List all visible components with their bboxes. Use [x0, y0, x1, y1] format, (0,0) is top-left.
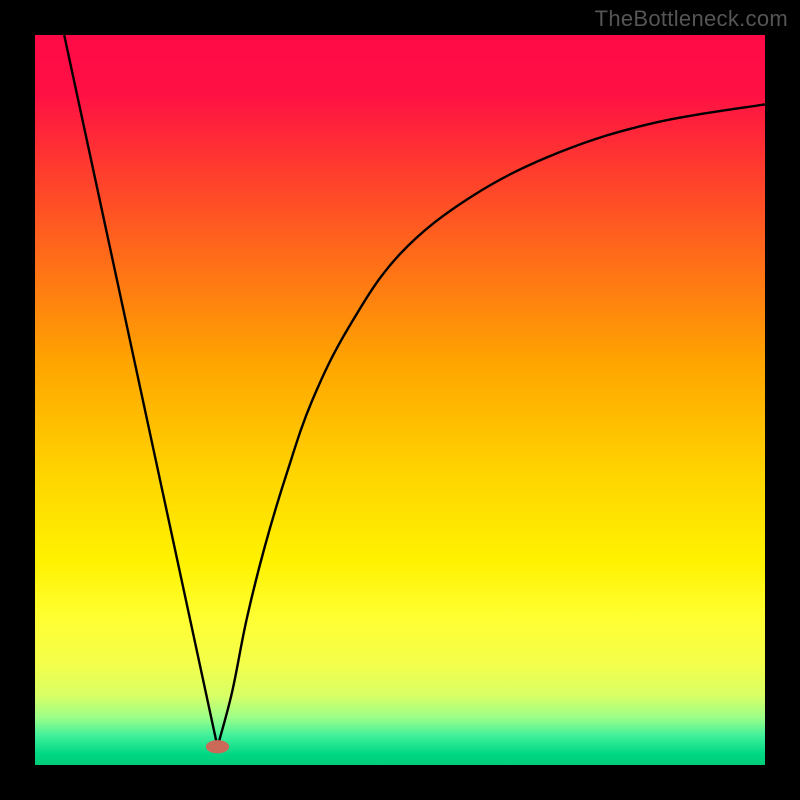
plot-area [35, 35, 765, 765]
chart-svg [35, 35, 765, 765]
optimal-point-marker [206, 740, 229, 753]
gradient-background [35, 35, 765, 765]
watermark-text: TheBottleneck.com [595, 6, 788, 32]
chart-outer-frame: TheBottleneck.com [0, 0, 800, 800]
